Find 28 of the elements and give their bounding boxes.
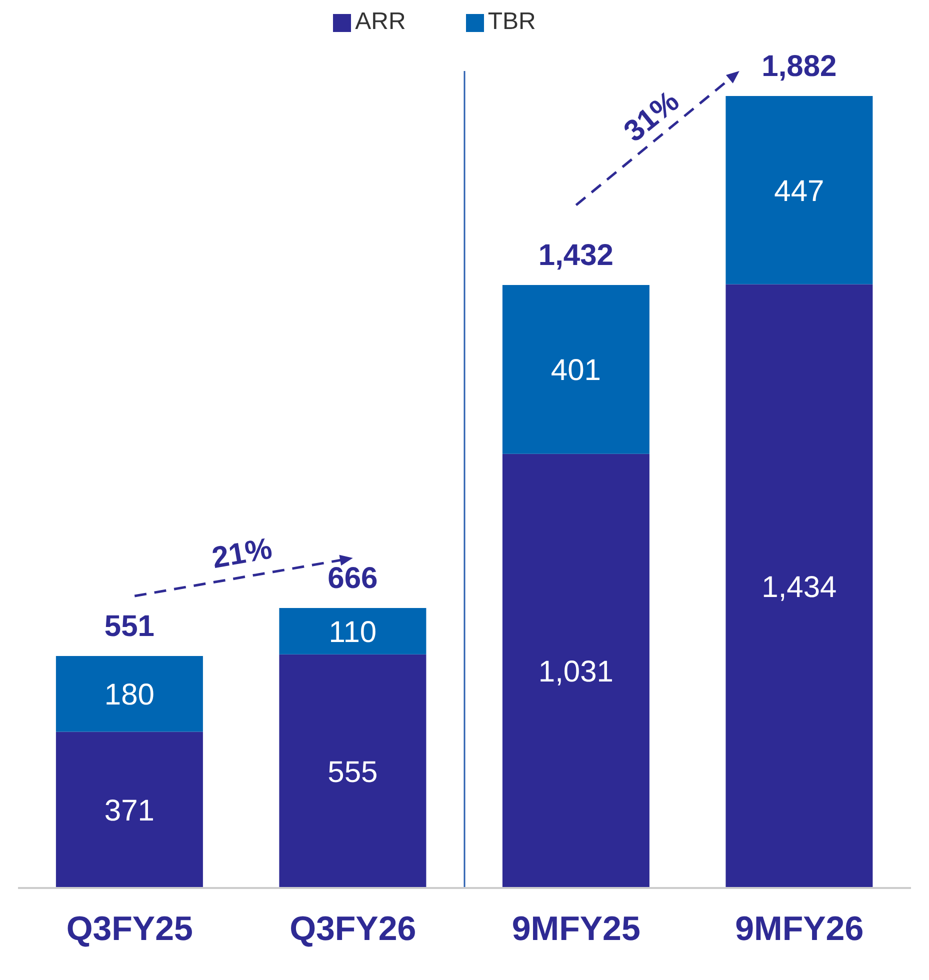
x-tick-label: Q3FY26 [290,910,416,948]
bar [726,96,873,284]
annotation: 21% [210,532,275,576]
data-label: 371 [104,794,154,828]
bar [279,608,426,654]
bar [279,654,426,888]
bar [726,284,873,888]
total-label: 1,882 [762,50,837,83]
total-label: 1,432 [538,239,614,272]
x-tick-label: 9MFY26 [735,910,864,948]
data-label: 110 [328,616,377,649]
legend-label: TBR [488,8,536,35]
data-label: 447 [774,174,824,208]
total-label: 551 [104,610,154,643]
data-label: 1,434 [762,570,837,604]
annotation: 31% [618,84,686,148]
data-label: 555 [328,756,378,789]
data-label: 1,031 [538,656,614,689]
x-tick-label: 9MFY25 [512,910,640,948]
bar [502,285,650,454]
legend-label: ARR [355,8,406,35]
total-label: 666 [328,562,378,595]
x-tick-label: Q3FY25 [66,910,193,948]
bar [502,454,650,888]
data-label: 180 [104,678,154,712]
data-label: 401 [550,354,601,388]
bar [56,656,203,732]
bar [56,732,203,888]
